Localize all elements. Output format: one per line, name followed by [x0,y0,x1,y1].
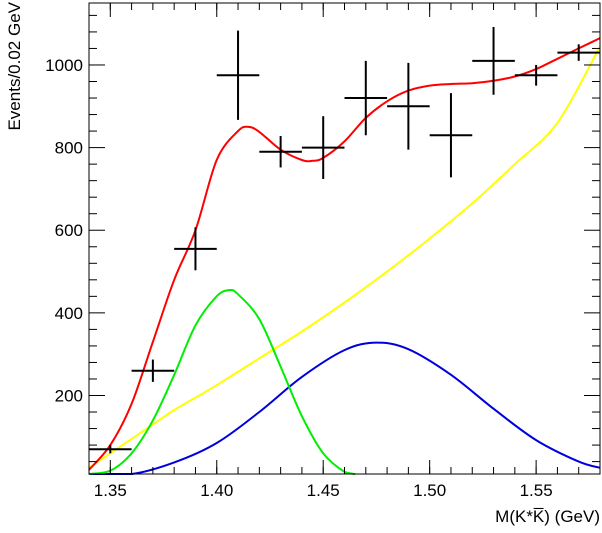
curve-resonance-2 [89,341,601,475]
data-point [259,136,302,168]
y-tick-label: 1000 [45,56,83,75]
x-tick-label: 1.50 [413,481,446,500]
y-axis-title: Events/0.02 GeV [5,1,24,130]
data-point [514,64,558,86]
y-tick-label: 800 [55,139,83,158]
data-point [344,60,388,136]
data-point [472,26,515,95]
axis-ticks: 1.35 1.40 1.45 1.50 1.55 200 400 600 800 1000 [45,3,601,500]
x-tick-label: 1.45 [307,481,340,500]
x-axis-title: M(K*K̅) (GeV) [495,507,600,526]
data-point [89,445,132,454]
x-tick-label: 1.55 [520,481,553,500]
data-points [89,26,600,454]
y-tick-label: 200 [55,387,83,406]
data-point [131,359,175,382]
curve-resonance-1 [88,288,356,475]
curve-total-fit [88,37,601,471]
fit-curves [88,37,601,475]
data-point [216,30,260,120]
y-tick-label: 600 [55,221,83,240]
curve-background [88,45,601,469]
data-point [387,62,430,150]
x-tick-label: 1.35 [94,481,127,500]
data-point [557,44,600,61]
data-point [301,116,345,180]
y-tick-label: 400 [55,304,83,323]
x-tick-label: 1.40 [200,481,233,500]
data-point [174,227,217,271]
data-point [429,93,473,178]
